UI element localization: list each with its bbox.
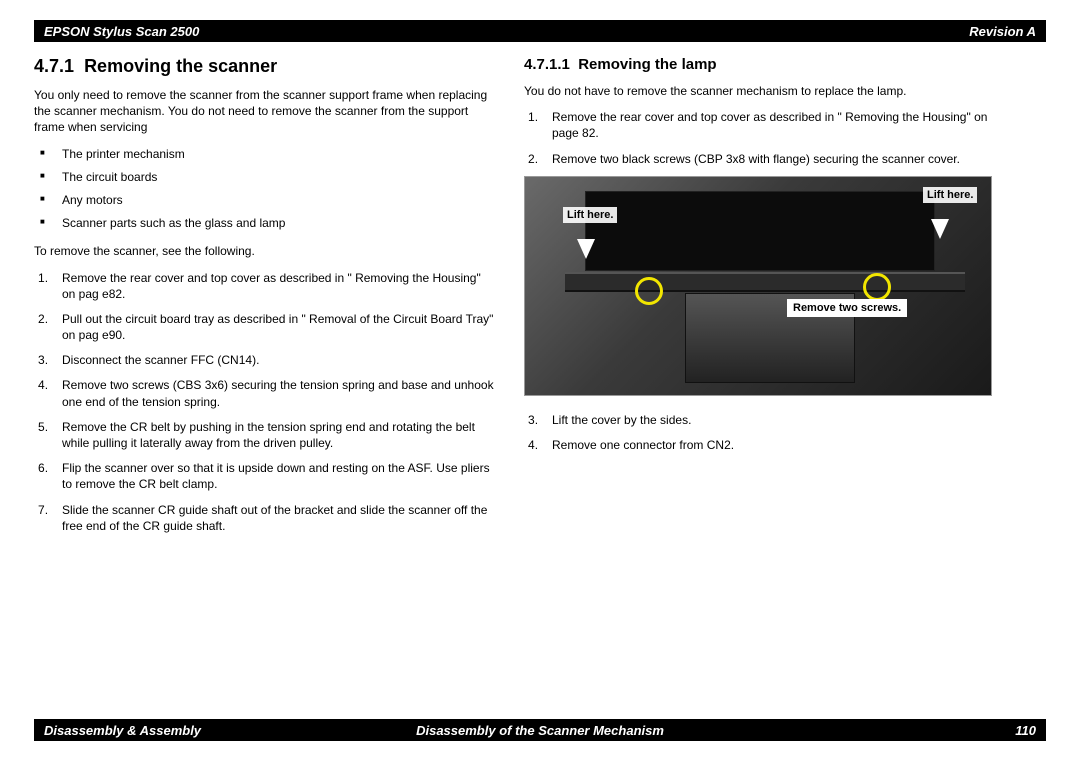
- subsection-heading: 4.7.1.1 Removing the lamp: [524, 56, 1016, 73]
- footer-bar: Disassembly & Assembly Disassembly of th…: [34, 719, 1046, 741]
- list-item: Remove two black screws (CBP 3x8 with fl…: [552, 151, 1016, 167]
- list-item: Scanner parts such as the glass and lamp: [62, 215, 496, 231]
- manual-page: EPSON Stylus Scan 2500 Revision A 4.7.1 …: [0, 0, 1080, 763]
- list-item: Flip the scanner over so that it is upsi…: [62, 460, 496, 492]
- content-columns: 4.7.1 Removing the scanner You only need…: [34, 42, 1046, 543]
- arrow-down-icon: [577, 239, 595, 259]
- subsection-title: Removing the lamp: [578, 56, 716, 73]
- footer-right: 110: [1015, 723, 1036, 738]
- lift-here-text: Lift here.: [927, 189, 973, 201]
- remove-screws-text: Remove two screws.: [793, 302, 901, 314]
- lift-here-text: Lift here.: [567, 209, 613, 221]
- remove-screws-label: Remove two screws.: [787, 299, 907, 317]
- list-item: The circuit boards: [62, 169, 496, 185]
- screw-highlight-circle: [635, 277, 663, 305]
- list-item: Remove the rear cover and top cover as d…: [552, 109, 1016, 141]
- arrow-down-icon: [931, 219, 949, 239]
- list-item: Remove one connector from CN2.: [552, 437, 1016, 453]
- lift-here-label-right: Lift here.: [923, 187, 977, 204]
- right-column: 4.7.1.1 Removing the lamp You do not hav…: [524, 56, 1016, 543]
- step-list-a: Remove the rear cover and top cover as d…: [524, 109, 1016, 167]
- header-right: Revision A: [969, 24, 1036, 39]
- left-column: 4.7.1 Removing the scanner You only need…: [34, 56, 496, 543]
- list-item: The printer mechanism: [62, 146, 496, 162]
- see-following: To remove the scanner, see the following…: [34, 243, 496, 259]
- list-item: Slide the scanner CR guide shaft out of …: [62, 502, 496, 534]
- step-list-b: Lift the cover by the sides. Remove one …: [524, 412, 1016, 453]
- list-item: Remove the rear cover and top cover as d…: [62, 270, 496, 302]
- list-item: Remove two screws (CBS 3x6) securing the…: [62, 377, 496, 409]
- scanner-cover-figure: Lift here. Lift here. Remove two screws.: [524, 176, 992, 396]
- section-title: Removing the scanner: [84, 56, 277, 76]
- screw-highlight-circle: [863, 273, 891, 301]
- intro-paragraph: You do not have to remove the scanner me…: [524, 83, 1016, 99]
- lift-here-label-left: Lift here.: [563, 207, 617, 224]
- footer-left: Disassembly & Assembly: [44, 723, 201, 738]
- bullet-list: The printer mechanism The circuit boards…: [34, 146, 496, 232]
- section-heading: 4.7.1 Removing the scanner: [34, 56, 496, 77]
- list-item: Any motors: [62, 192, 496, 208]
- intro-paragraph: You only need to remove the scanner from…: [34, 87, 496, 136]
- figure-shape: [585, 191, 935, 271]
- list-item: Remove the CR belt by pushing in the ten…: [62, 419, 496, 451]
- list-item: Pull out the circuit board tray as descr…: [62, 311, 496, 343]
- subsection-number: 4.7.1.1: [524, 56, 570, 73]
- list-item: Lift the cover by the sides.: [552, 412, 1016, 428]
- step-list: Remove the rear cover and top cover as d…: [34, 270, 496, 534]
- list-item: Disconnect the scanner FFC (CN14).: [62, 352, 496, 368]
- figure-shape: [565, 272, 965, 292]
- header-left: EPSON Stylus Scan 2500: [44, 24, 199, 39]
- section-number: 4.7.1: [34, 56, 74, 76]
- header-bar: EPSON Stylus Scan 2500 Revision A: [34, 20, 1046, 42]
